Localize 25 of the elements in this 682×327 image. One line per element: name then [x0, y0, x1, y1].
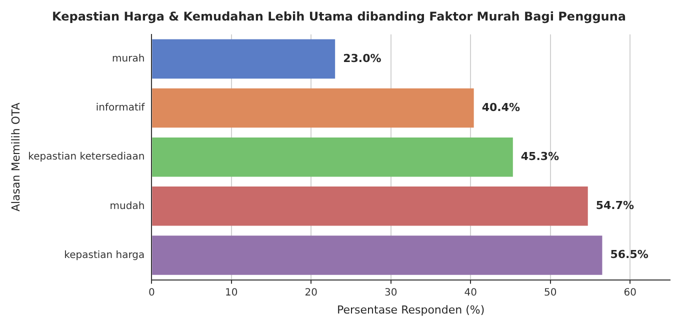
bar [152, 186, 588, 226]
y-tick-label: mudah [110, 200, 145, 212]
x-tick-label: 30 [384, 287, 398, 298]
x-tick-label: 50 [544, 287, 557, 298]
bar [152, 39, 336, 79]
x-tick-label: 0 [148, 287, 155, 298]
y-tick-label: murah [112, 54, 145, 65]
x-tick-label: 10 [225, 287, 238, 298]
x-tick-label: 20 [304, 287, 318, 298]
bar [152, 88, 474, 128]
bar [152, 137, 513, 177]
data-label: 54.7% [596, 199, 634, 212]
bar [152, 236, 602, 275]
data-label: 56.5% [610, 248, 648, 262]
data-label: 23.0% [343, 52, 382, 65]
x-tick-label: 40 [464, 287, 478, 298]
data-label: 40.4% [482, 100, 520, 114]
y-tick-label: informatif [96, 102, 146, 114]
y-tick-label: kepastian harga [64, 250, 145, 261]
x-tick-label: 60 [624, 287, 636, 298]
y-axis-title: Alasan Memilih OTA [9, 102, 22, 212]
y-tick-label: kepastian ketersediaan [28, 152, 145, 163]
x-axis-title: Persentase Responden (%) [337, 303, 485, 316]
data-label: 45.3% [520, 150, 560, 163]
chart-title: Kepastian Harga & Kemudahan Lebih Utama dibanding Faktor Murah Bagi Pengguna [52, 9, 626, 24]
